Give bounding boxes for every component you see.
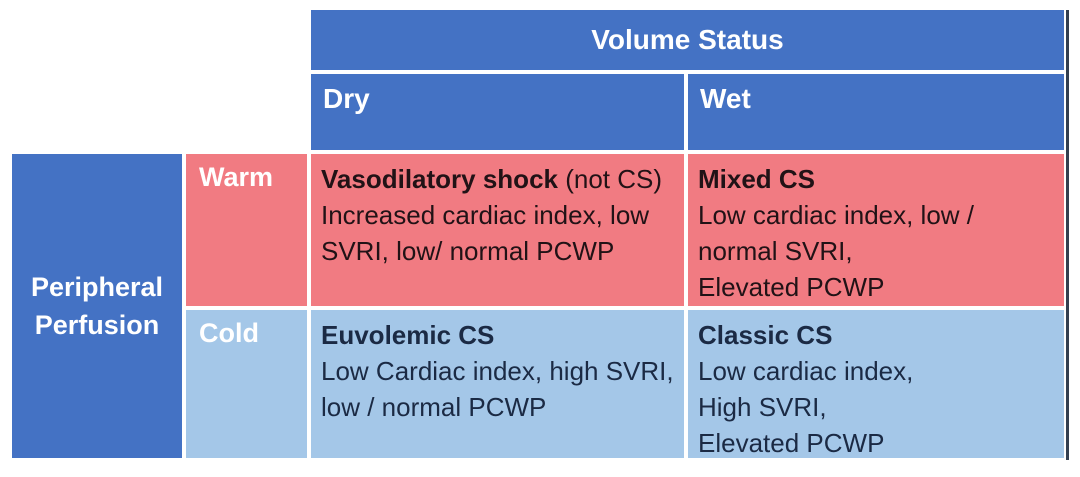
column-header-dry: Dry: [311, 74, 684, 150]
cell-body-line: normal SVRI,: [698, 236, 853, 266]
cell-body-line: low / normal PCWP: [321, 392, 547, 422]
cell-title: Mixed CS: [698, 164, 816, 194]
column-group-header-volume-status: Volume Status: [311, 10, 1064, 70]
cell-body-line: Low cardiac index,: [698, 356, 914, 386]
row-header-warm: Warm: [186, 154, 307, 306]
cell-body-line: Low Cardiac index, high SVRI,: [321, 356, 674, 386]
cell-body-line: Elevated PCWP: [698, 428, 885, 458]
cell-warm-wet-title-line: Mixed CS: [698, 161, 1054, 197]
cell-title: Classic CS: [698, 320, 833, 350]
table-right-border: [1066, 10, 1069, 460]
cell-title: Vasodilatory shock: [321, 164, 558, 194]
row-group-header-peripheral-perfusion: Peripheral Perfusion: [12, 154, 182, 458]
cell-cold-wet: Classic CS Low cardiac index, High SVRI,…: [688, 310, 1064, 458]
cell-title-note: (not CS): [557, 164, 663, 194]
cell-warm-dry: Vasodilatory shock (not CS) Increased ca…: [311, 154, 684, 306]
cell-body-line: Increased cardiac index, low: [321, 200, 650, 230]
cell-body-line: High SVRI,: [698, 392, 827, 422]
cell-body-line: SVRI, low/ normal PCWP: [321, 236, 615, 266]
row-header-cold: Cold: [186, 310, 307, 458]
cell-cold-dry-title-line: Euvolemic CS: [321, 317, 674, 353]
cell-warm-dry-title-line: Vasodilatory shock (not CS): [321, 161, 674, 197]
cell-title: Euvolemic CS: [321, 320, 495, 350]
cell-body-line: Elevated PCWP: [698, 272, 885, 302]
column-header-wet: Wet: [688, 74, 1064, 150]
cell-warm-wet: Mixed CS Low cardiac index, low / normal…: [688, 154, 1064, 306]
cell-cold-wet-title-line: Classic CS: [698, 317, 1054, 353]
perfusion-volume-matrix: Volume Status Dry Wet Peripheral Perfusi…: [12, 10, 1064, 458]
cell-body-line: Low cardiac index, low /: [698, 200, 975, 230]
cell-cold-dry: Euvolemic CS Low Cardiac index, high SVR…: [311, 310, 684, 458]
